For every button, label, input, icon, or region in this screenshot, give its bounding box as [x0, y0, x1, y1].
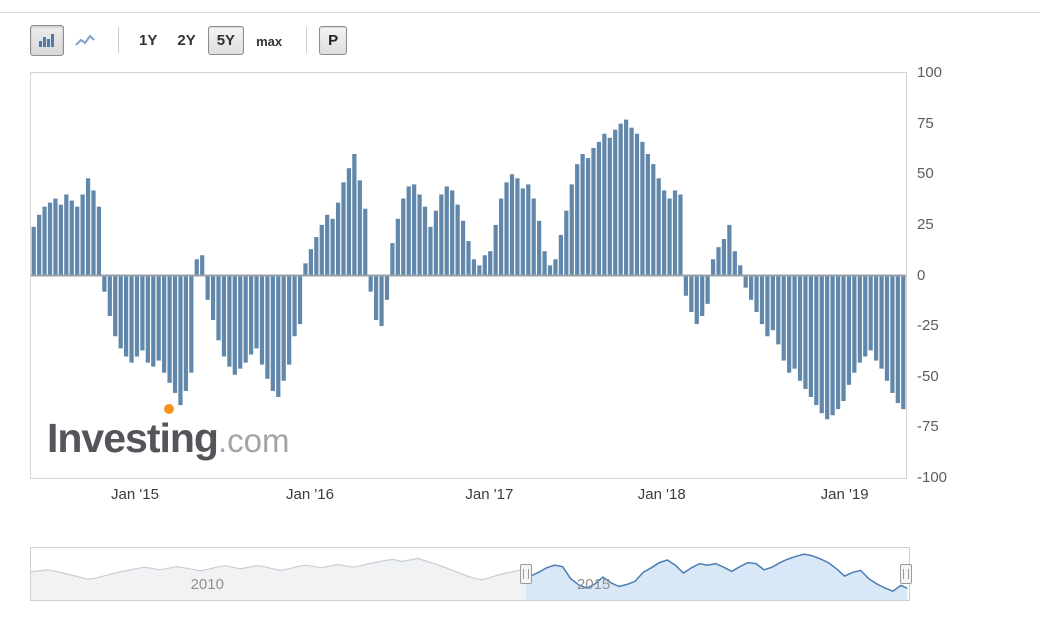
main-chart-svg [31, 119, 906, 420]
y-axis: 100 75 50 25 0 -25 -50 -75 -100 [917, 64, 977, 486]
bar-chart-type-button[interactable] [30, 24, 64, 56]
navigator[interactable]: 2010 2015 [30, 547, 913, 601]
x-axis-label: Jan '18 [637, 486, 686, 503]
widget-top-border [0, 12, 1040, 13]
navigator-right-handle[interactable] [900, 564, 913, 584]
x-axis-label: Jan '19 [820, 486, 869, 503]
y-axis-label: -100 [917, 469, 948, 486]
y-axis-label: 75 [917, 114, 934, 132]
range-button-5y[interactable]: 5Y [207, 25, 245, 55]
navigator-year-label: 2010 [190, 576, 224, 593]
navigator-left-handle[interactable] [519, 564, 532, 584]
y-axis-label: -75 [917, 418, 939, 436]
x-axis-label: Jan '15 [111, 486, 159, 503]
navigator-year-label: 2015 [576, 576, 611, 593]
bar-chart-icon [39, 34, 54, 47]
compare-button[interactable]: P [319, 25, 348, 55]
watermark-brand-text: Investing [47, 415, 219, 461]
line-chart-icon [75, 34, 95, 46]
range-button-max[interactable]: max [248, 26, 290, 55]
y-axis-label: -50 [917, 367, 939, 385]
y-axis-label: 0 [917, 266, 926, 284]
y-axis-label: 100 [917, 64, 943, 81]
range-button-2y[interactable]: 2Y [169, 26, 203, 55]
x-axis: Jan '15 Jan '16 Jan '17 Jan '18 Jan '19 [30, 486, 905, 508]
investing-watermark: Investing .com [47, 404, 290, 462]
navigator-chart-svg [31, 553, 908, 600]
y-axis-label: 50 [917, 165, 934, 183]
toolbar: 1Y 2Y 5Y max P [30, 22, 348, 58]
y-axis-label: -25 [917, 317, 939, 335]
x-axis-label: Jan '16 [286, 486, 334, 503]
x-axis-label: Jan '17 [465, 486, 514, 503]
toolbar-separator [118, 27, 119, 53]
plot-area[interactable]: Investing .com [30, 72, 907, 479]
range-button-1y[interactable]: 1Y [131, 26, 165, 55]
line-chart-type-button[interactable] [68, 25, 102, 56]
watermark-suffix-text: .com [217, 422, 290, 459]
watermark-orange-dot [164, 404, 174, 414]
toolbar-separator [306, 27, 308, 53]
y-axis-label: 25 [917, 215, 934, 233]
